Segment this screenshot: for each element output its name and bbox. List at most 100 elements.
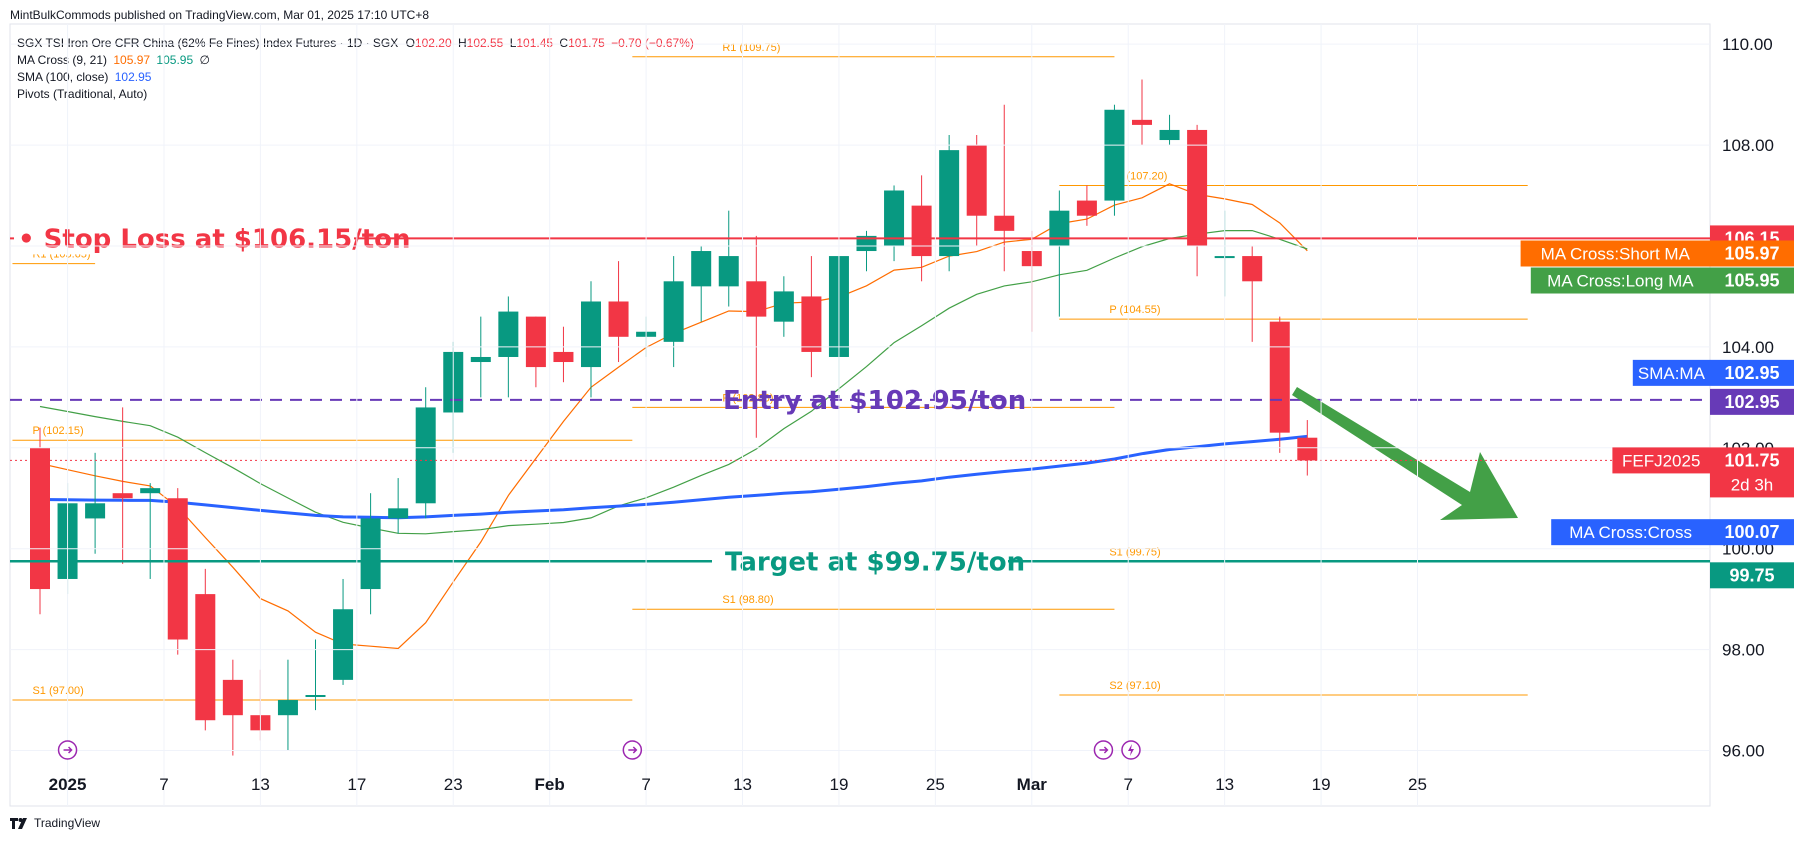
legend-ma-cross-row[interactable]: MA Cross (9, 21) 105.97 105.95 ∅ — [17, 52, 694, 69]
candle-body-down — [1132, 119, 1152, 125]
tradingview-brand: TradingView — [34, 816, 101, 830]
time-tick-label: 17 — [347, 775, 366, 794]
ohlc-high: 102.55 — [466, 36, 504, 50]
sma-price-label-bg — [1710, 359, 1794, 386]
candle-body-down — [222, 679, 243, 716]
sma-price-label: 102.95 — [1724, 363, 1779, 383]
event-arrow-icon — [628, 746, 638, 754]
time-tick-label: Mar — [1017, 775, 1048, 794]
pivot-label: S1 (98.80) — [722, 594, 773, 606]
ohlc-open: 102.20 — [414, 36, 452, 50]
candle-body-up — [884, 190, 905, 246]
candle-body-down — [112, 493, 133, 499]
short-ma-price-label: 105.97 — [1724, 244, 1779, 264]
sma-tag: SMA:MA — [1638, 364, 1706, 383]
candle-body-down — [608, 301, 629, 337]
price-tick-label: 108.00 — [1722, 136, 1774, 155]
candle-body-down — [966, 145, 987, 216]
sma-value: 102.95 — [114, 70, 152, 84]
candle-body-down — [553, 351, 574, 363]
short-ma-tag-bg — [1520, 240, 1710, 267]
time-tick-label: 13 — [251, 775, 270, 794]
time-tick-label: 25 — [1408, 775, 1427, 794]
symbol-tag-bg — [1612, 447, 1710, 474]
ohlc-close: 101.75 — [568, 36, 605, 50]
last-price-label: 101.75 — [1724, 450, 1779, 470]
ma-cross-label: MA Cross (9, 21) — [17, 53, 108, 67]
ohlc-low-label: L — [509, 36, 517, 50]
entry-label: Entry at $102.95/ton — [723, 386, 1026, 416]
ma-cross-long-value: 105.95 — [156, 53, 194, 67]
candle-body-down — [167, 498, 188, 640]
time-tick-label: 23 — [444, 775, 463, 794]
target-price-label: 99.75 — [1729, 565, 1774, 585]
legend-sma-row[interactable]: SMA (100, close) 102.95 — [17, 69, 694, 86]
ma-cross-cross-value: ∅ — [199, 53, 210, 67]
price-tick-label: 110.00 — [1722, 35, 1773, 54]
stop-loss-label: • Stop Loss at $106.15/ton — [18, 224, 411, 254]
time-tick-label: 13 — [1215, 775, 1234, 794]
long-ma-tag-bg — [1530, 267, 1710, 294]
candle-body-down — [1076, 200, 1097, 216]
time-tick-label: 13 — [733, 775, 752, 794]
candle-body-down — [1242, 256, 1263, 282]
stop-loss-label-bg — [14, 222, 354, 255]
candle-body-up — [305, 695, 326, 698]
trade-annotations: • Stop Loss at $106.15/ton Entry at $102.… — [10, 222, 1710, 578]
sma-line — [39, 434, 1308, 520]
candle-body-down — [994, 215, 1015, 231]
candle-body-up — [581, 301, 601, 368]
legend-pivots-row[interactable]: Pivots (Traditional, Auto) — [17, 86, 694, 103]
cross-price-label-bg — [1710, 519, 1794, 546]
time-tick-label: 7 — [1123, 775, 1132, 794]
candle-body-down — [911, 205, 932, 257]
pivot-label: S2 (97.10) — [1109, 680, 1160, 692]
last-price-label-bg — [1710, 447, 1794, 498]
candle-body-up — [388, 508, 409, 519]
tradingview-logo[interactable]: TradingView — [10, 816, 100, 830]
candles — [30, 79, 1318, 756]
long-ma-tag: MA Cross:Long MA — [1547, 272, 1694, 291]
price-axis[interactable]: 96.0098.00100.00102.00104.00106.00108.00… — [10, 35, 1774, 761]
ohlc-close-label: C — [559, 36, 569, 50]
event-arrow-icon — [63, 746, 73, 754]
candle-body-up — [856, 235, 877, 252]
candle-body-up — [85, 503, 106, 519]
short-ma-price-label-bg — [1710, 240, 1794, 267]
candle-body-up — [470, 356, 491, 363]
candle-body-up — [498, 311, 519, 357]
legend-symbol-row[interactable]: SGX TSI Iron Ore CFR China (62% Fe Fines… — [17, 35, 694, 52]
time-tick-label: Feb — [535, 775, 565, 794]
time-axis[interactable]: 2025 7 13 17 23 Feb 7 13 19 25 Mar 7 13 19 25 — [49, 24, 1427, 806]
candle-body-up — [939, 150, 960, 257]
pivot-lines: R1 (105.65)P (102.15)S1 (97.00)R1 (109.7… — [12, 42, 1528, 701]
candle-body-up — [691, 251, 712, 287]
target-label-bg — [712, 545, 1008, 578]
candle-body-down — [525, 316, 546, 368]
candle-body-down — [746, 281, 767, 317]
ohlc-open-label: O — [405, 36, 415, 50]
candle-body-up — [718, 256, 739, 287]
cross-price-label: 100.07 — [1724, 522, 1779, 542]
ohlc-low: 101.45 — [516, 36, 554, 50]
cross-tag: MA Cross:Cross — [1569, 523, 1692, 542]
event-arrow-icon — [1099, 746, 1109, 754]
candle-body-down — [801, 296, 822, 352]
time-tick-label: 19 — [1312, 775, 1331, 794]
pivot-label: R1 (109.75) — [722, 42, 780, 54]
long-ma-line — [39, 230, 1308, 535]
candle-body-up — [415, 407, 436, 504]
pivot-label: P (102.15) — [32, 425, 83, 437]
candle-body-up — [1104, 109, 1125, 201]
forecast-arrow — [1292, 387, 1518, 520]
long-ma-price-label: 105.95 — [1724, 271, 1779, 291]
cross-tag-bg — [1551, 519, 1710, 546]
publisher-credit: MintBulkCommods published on TradingView… — [10, 8, 429, 22]
candle-body-up — [360, 518, 381, 590]
price-change: −0.70 (−0.67%) — [611, 36, 694, 50]
candle-body-down — [195, 594, 216, 721]
target-price-label-bg — [1710, 562, 1794, 589]
candle-body-up — [277, 700, 298, 716]
